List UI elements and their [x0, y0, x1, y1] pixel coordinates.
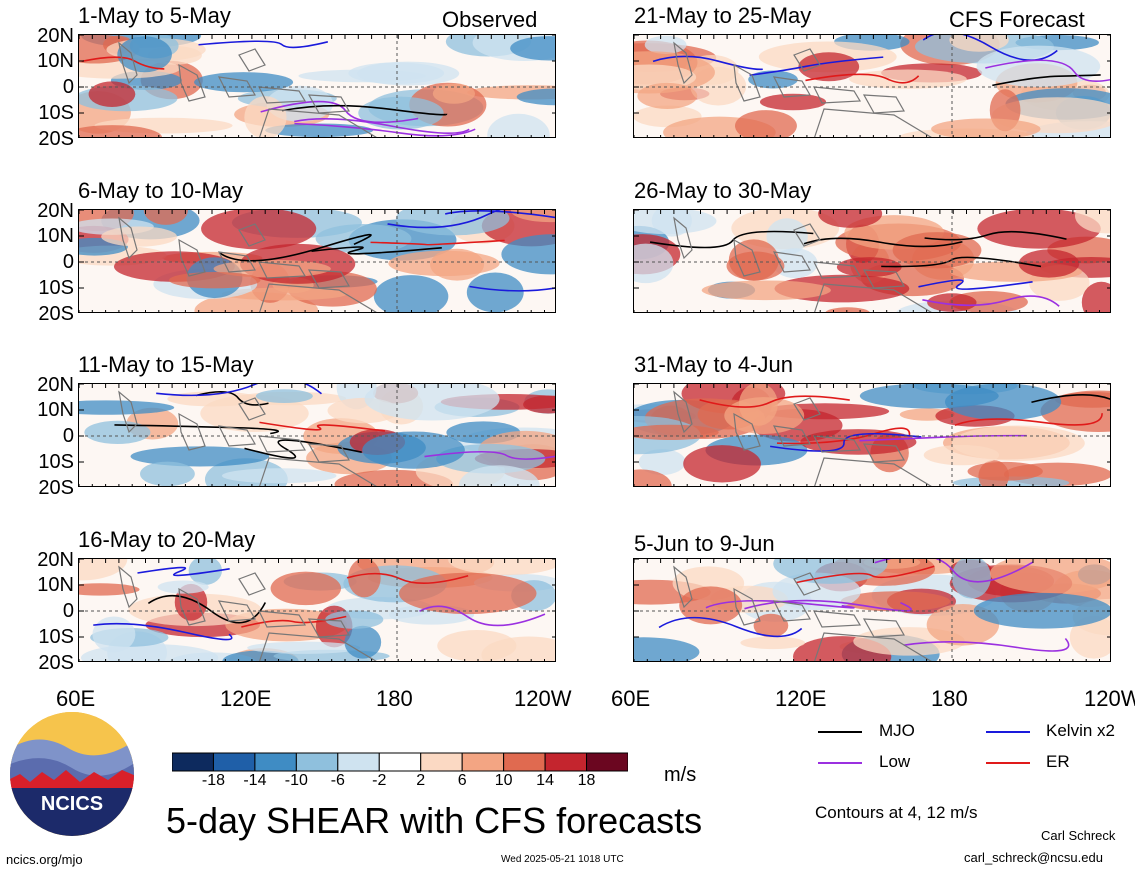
map-panel-1	[78, 34, 556, 138]
lat-label: 10S	[38, 277, 74, 299]
colorbar-swatch	[461, 752, 505, 772]
lat-label: 10N	[37, 225, 74, 247]
colorbar-swatch	[544, 752, 588, 772]
panel-title-8: 5-Jun to 9-Jun	[634, 531, 775, 556]
legend-label-low: Low	[879, 752, 911, 771]
lat-label: 20N	[37, 549, 74, 571]
lon-label-180: 180	[376, 686, 413, 711]
colorbar-tick-label: -14	[243, 772, 267, 789]
lat-label: 20N	[37, 374, 74, 396]
logo-text: NCICS	[41, 793, 103, 815]
colorbar-tick-label: -6	[330, 772, 345, 789]
lon-label-120w-right: 120W	[1084, 686, 1135, 711]
ncics-logo: NCICS	[10, 712, 134, 836]
lon-label-60e-right: 60E	[611, 686, 651, 711]
colorbar-swatch	[420, 752, 463, 772]
map-panel-7	[633, 383, 1111, 487]
contour-note: Contours at 4, 12 m/s	[815, 803, 978, 822]
colorbar-tick-label: 2	[416, 772, 426, 789]
lat-label: 20S	[38, 477, 74, 499]
map-panel-5	[633, 34, 1111, 138]
panel-title-2: 6-May to 10-May	[78, 178, 244, 203]
legend-label-kelvin: Kelvin x2	[1046, 721, 1115, 740]
footer-url[interactable]: ncics.org/mjo	[6, 852, 83, 867]
colorbar-unit: m/s	[664, 764, 697, 786]
lat-label: 20N	[37, 25, 74, 47]
lat-label: 20S	[38, 652, 74, 674]
colorbar-swatch	[212, 752, 256, 772]
map-panel-2	[78, 209, 556, 313]
lon-label-120w: 120W	[514, 686, 572, 711]
legend-label-er: ER	[1046, 752, 1070, 771]
colorbar-tick-label: -2	[372, 772, 387, 789]
lat-label: 10N	[37, 399, 74, 421]
legend-line-low	[818, 762, 862, 764]
figure-title: 5-day SHEAR with CFS forecasts	[166, 800, 703, 841]
lat-label: 20S	[38, 128, 74, 150]
colorbar-swatch	[337, 752, 380, 772]
lat-label: 10S	[38, 451, 74, 473]
map-panel-8	[633, 558, 1111, 662]
lat-label: 0	[62, 600, 74, 622]
colorbar-tick-label: -18	[201, 772, 226, 789]
lon-label-180-right: 180	[931, 686, 968, 711]
lat-label: 10S	[38, 102, 74, 124]
colorbar-tick-label: 10	[494, 772, 513, 789]
map-panel-3	[78, 383, 556, 487]
lat-label: 20S	[38, 303, 74, 325]
legend-label-mjo: MJO	[879, 721, 915, 740]
colorbar-swatch	[378, 752, 422, 772]
footer-email[interactable]: carl_schreck@ncsu.edu	[964, 850, 1103, 865]
lon-label-60e: 60E	[56, 686, 96, 711]
lat-label: 20N	[37, 200, 74, 222]
colorbar-tick-label: 6	[457, 772, 467, 789]
lat-label: 0	[62, 251, 74, 273]
legend-line-mjo	[818, 731, 862, 733]
colorbar-swatch	[586, 752, 628, 772]
map-panel-6	[633, 209, 1111, 313]
lat-label: 0	[62, 76, 74, 98]
legend-line-kelvin	[986, 731, 1030, 733]
lon-label-120e-right: 120E	[775, 686, 827, 711]
lat-label: 10N	[37, 50, 74, 72]
colorbar	[172, 752, 628, 772]
colorbar-swatch	[254, 752, 297, 772]
panel-title-6: 26-May to 30-May	[634, 178, 812, 203]
footer-timestamp: Wed 2025-05-21 1018 UTC	[501, 854, 624, 865]
panel-title-3: 11-May to 15-May	[78, 352, 254, 377]
footer-author: Carl Schreck	[1041, 828, 1116, 843]
colorbar-tick-label: 14	[536, 772, 554, 789]
colorbar-swatch	[172, 752, 214, 772]
lon-label-120e: 120E	[220, 686, 272, 711]
lat-label: 10S	[38, 626, 74, 648]
colorbar-tick-label: 18	[577, 772, 596, 789]
colorbar-swatch	[503, 752, 546, 772]
panel-title-5: 21-May to 25-May	[634, 3, 812, 28]
colorbar-swatch	[295, 752, 339, 772]
legend-line-er	[986, 762, 1030, 764]
lat-label: 10N	[37, 574, 74, 596]
colorbar-tick-label: -10	[284, 772, 308, 789]
cfs-forecast-label: CFS Forecast	[949, 7, 1085, 32]
lat-label: 0	[62, 425, 74, 447]
panel-title-1: 1-May to 5-May	[78, 3, 231, 28]
observed-label: Observed	[442, 7, 538, 32]
map-panel-4	[78, 558, 556, 662]
panel-title-4: 16-May to 20-May	[78, 527, 256, 552]
panel-title-7: 31-May to 4-Jun	[634, 352, 793, 377]
